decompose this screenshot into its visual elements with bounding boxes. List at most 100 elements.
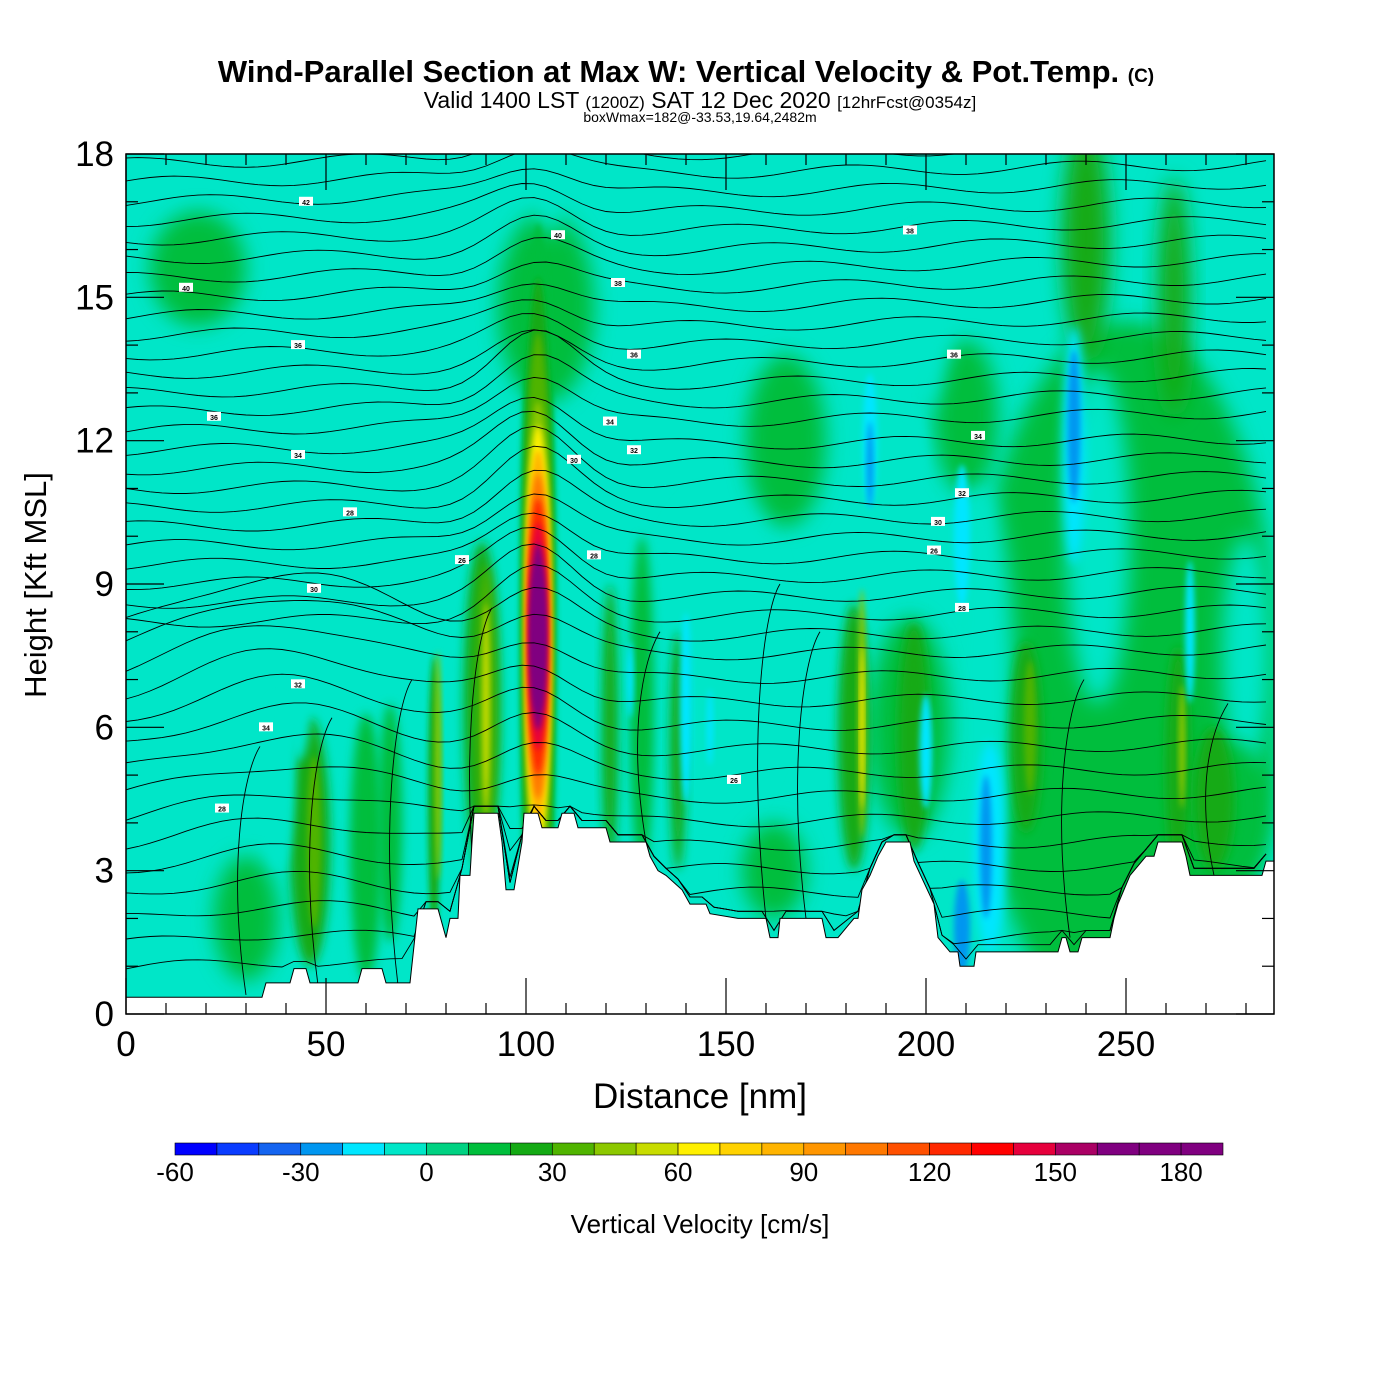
isentrope-line [126,425,1267,494]
colorbar-swatch [677,1142,721,1156]
isentrope-label-text: 36 [294,343,302,350]
isentrope-label: 32 [955,488,969,498]
isentrope-label: 40 [551,230,565,240]
colorbar-swatch [887,1142,930,1156]
colorbar-swatch [551,1142,595,1156]
isentrope-label-text: 32 [958,491,966,498]
velocity-blob [1222,536,1270,776]
isentrope-label-bg [627,445,641,455]
y-tick-label: 6 [95,708,114,747]
isentrope-label: 38 [903,225,917,235]
velocity-blob [286,665,310,761]
isentrope-label-bg [947,349,961,359]
isentrope-label: 38 [611,278,625,288]
colorbar-swatch [1096,1142,1140,1156]
isentrope-label: 36 [627,349,641,360]
velocity-blob [906,235,946,408]
colorbar-swatch [342,1142,385,1156]
isentrope-line [126,154,1267,187]
velocity-blob [866,421,874,508]
isentrope-label-text: 34 [974,434,982,441]
isentrope-label-text: 32 [294,682,302,689]
isentrope-label-text: 26 [730,778,738,785]
isentrope-line [797,631,821,919]
colorbar-tick-labels: -60 -30 0 30 60 90 120 150 180 [156,1157,1203,1187]
isentrope-label-text: 34 [294,453,302,460]
velocity-blob [1062,154,1110,360]
isentrope-label-text: 34 [262,725,270,732]
isentrope-label: 32 [627,445,641,455]
isentrope-line [126,214,1267,265]
y-tick-label: 18 [75,135,114,174]
isentrope-label: 30 [567,454,581,465]
colorbar-swatch [1013,1142,1056,1156]
velocity-blob [1194,727,1234,871]
isentrope-label: 36 [291,340,305,350]
isentrope-line [126,376,1267,435]
colorbar [174,1142,1224,1156]
isentrope-label-text: 26 [458,558,466,565]
y-tick-label: 12 [75,422,114,461]
isentrope-label-text: 30 [570,458,578,465]
isentrope-label-bg [611,278,625,287]
isentrope-label-bg [307,583,321,593]
isentrope-label: 30 [931,516,945,527]
isentrope-label-bg [587,550,601,560]
x-tick-label: 100 [497,1025,555,1064]
isentrope-label-text: 32 [630,448,638,455]
isentrope-line [126,410,1267,476]
isentrope-label-bg [455,555,469,565]
y-tick-label: 3 [95,852,114,891]
isentrope-label: 30 [307,583,321,594]
isentrope-label-bg [567,454,581,464]
isentrope-line [126,445,1267,513]
isentrope-label: 26 [927,545,941,556]
colorbar-swatch [593,1142,637,1156]
colorbar-tick-label: -30 [282,1157,320,1187]
isentrope-line [126,183,1267,228]
isentrope-label: 32 [291,679,305,689]
velocity-blob [934,340,998,494]
isentrope-line [126,805,1267,919]
velocity-blob [954,464,970,608]
info-line: boxWmax=182@-33.53,19.64,2482m [583,109,816,125]
colorbar-tick-label: 60 [664,1157,693,1187]
isentrope-line [126,261,1267,302]
isentrope-label: 28 [215,803,229,814]
isentrope-line [126,805,1267,875]
x-tick-label: 250 [1097,1025,1155,1064]
isentrope-label-text: 28 [590,553,598,560]
isentrope-label-text: 26 [930,549,938,556]
colorbar-tick-label: 0 [419,1157,433,1187]
isentrope-label-bg [627,349,641,359]
colorbar-swatch [719,1142,763,1156]
isentrope-label-text: 30 [310,587,318,594]
x-tick-label: 0 [116,1025,135,1064]
vertical-velocity-field [150,154,1274,1014]
isentrope-label: 36 [207,411,221,422]
velocity-blob [1024,660,1036,795]
velocity-blob [434,650,442,881]
colorbar-tick-label: 30 [538,1157,567,1187]
isentrope-label: 40 [179,282,193,293]
isentrope-label-text: 40 [554,233,562,240]
isentrope-line [126,493,1267,551]
isentrope-line [126,283,1267,320]
isentrope-label: 42 [299,196,313,207]
velocity-blob [150,211,246,326]
isentrope-line [126,168,1267,206]
isentrope-line [757,583,781,919]
velocity-blob [1158,177,1190,417]
isentrope-label-bg [207,411,221,421]
velocity-blob [1185,560,1195,704]
isentrope-label: 34 [259,722,273,732]
y-axis-label: Height [Kft MSL] [18,472,53,698]
y-tick-labels: 0 3 6 9 12 15 18 [75,135,114,1034]
colorbar-tick-label: 90 [789,1157,818,1187]
colorbar-swatch [1180,1142,1224,1156]
isentrope-label-bg [291,450,305,459]
colorbar-swatch [803,1142,847,1156]
terrain-mask [126,812,1274,1014]
colorbar-swatch [971,1142,1014,1156]
isentrope-label-bg [343,507,357,517]
